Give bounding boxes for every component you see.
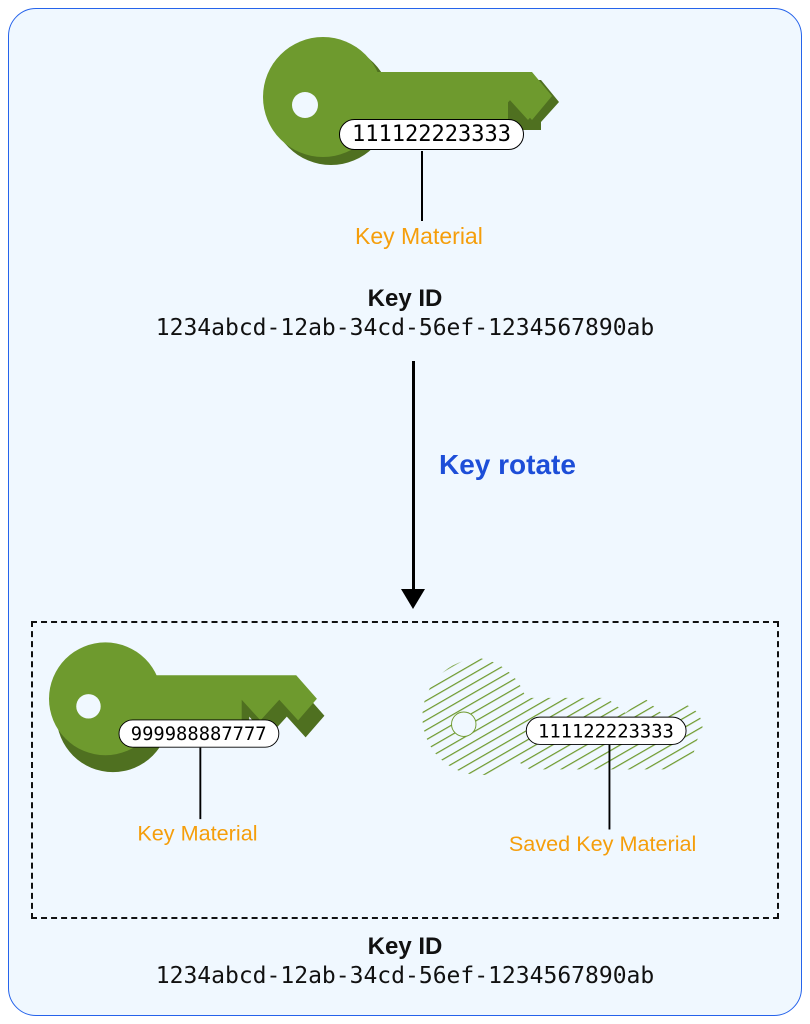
saved-key-material: 111122223333 <box>538 720 674 743</box>
callout-line <box>609 745 610 830</box>
top-key-material: 111122223333 <box>352 122 511 147</box>
saved-key: 111122223333 Saved Key Material <box>413 649 733 804</box>
arrow-head-icon <box>401 589 425 609</box>
new-key-material-pill: 999988887777 <box>119 719 279 747</box>
rotate-label: Key rotate <box>439 449 576 481</box>
callout-line <box>199 748 200 819</box>
key-id-value-bottom: 1234abcd-12ab-34cd-56ef-1234567890ab <box>9 963 801 989</box>
saved-key-material-pill: 111122223333 <box>526 717 686 745</box>
top-key-callout: Key Material <box>355 223 483 250</box>
arrow-shaft <box>412 361 415 591</box>
key-id-title-bottom: Key ID <box>9 933 801 961</box>
key-id-title: Key ID <box>9 285 801 313</box>
new-key-callout: Key Material <box>137 821 257 846</box>
new-key: 999988887777 Key Material <box>49 633 331 802</box>
key-id-top: Key ID 1234abcd-12ab-34cd-56ef-123456789… <box>9 285 801 341</box>
key-id-bottom: Key ID 1234abcd-12ab-34cd-56ef-123456789… <box>9 933 801 989</box>
saved-key-callout: Saved Key Material <box>509 831 696 856</box>
new-key-material: 999988887777 <box>131 722 267 745</box>
key-id-value: 1234abcd-12ab-34cd-56ef-1234567890ab <box>9 315 801 341</box>
top-key: 111122223333 Key Material <box>263 27 563 207</box>
callout-line <box>421 151 423 221</box>
top-key-material-pill: 111122223333 <box>339 119 524 150</box>
diagram-panel: 111122223333 Key Material Key ID 1234abc… <box>8 8 802 1016</box>
